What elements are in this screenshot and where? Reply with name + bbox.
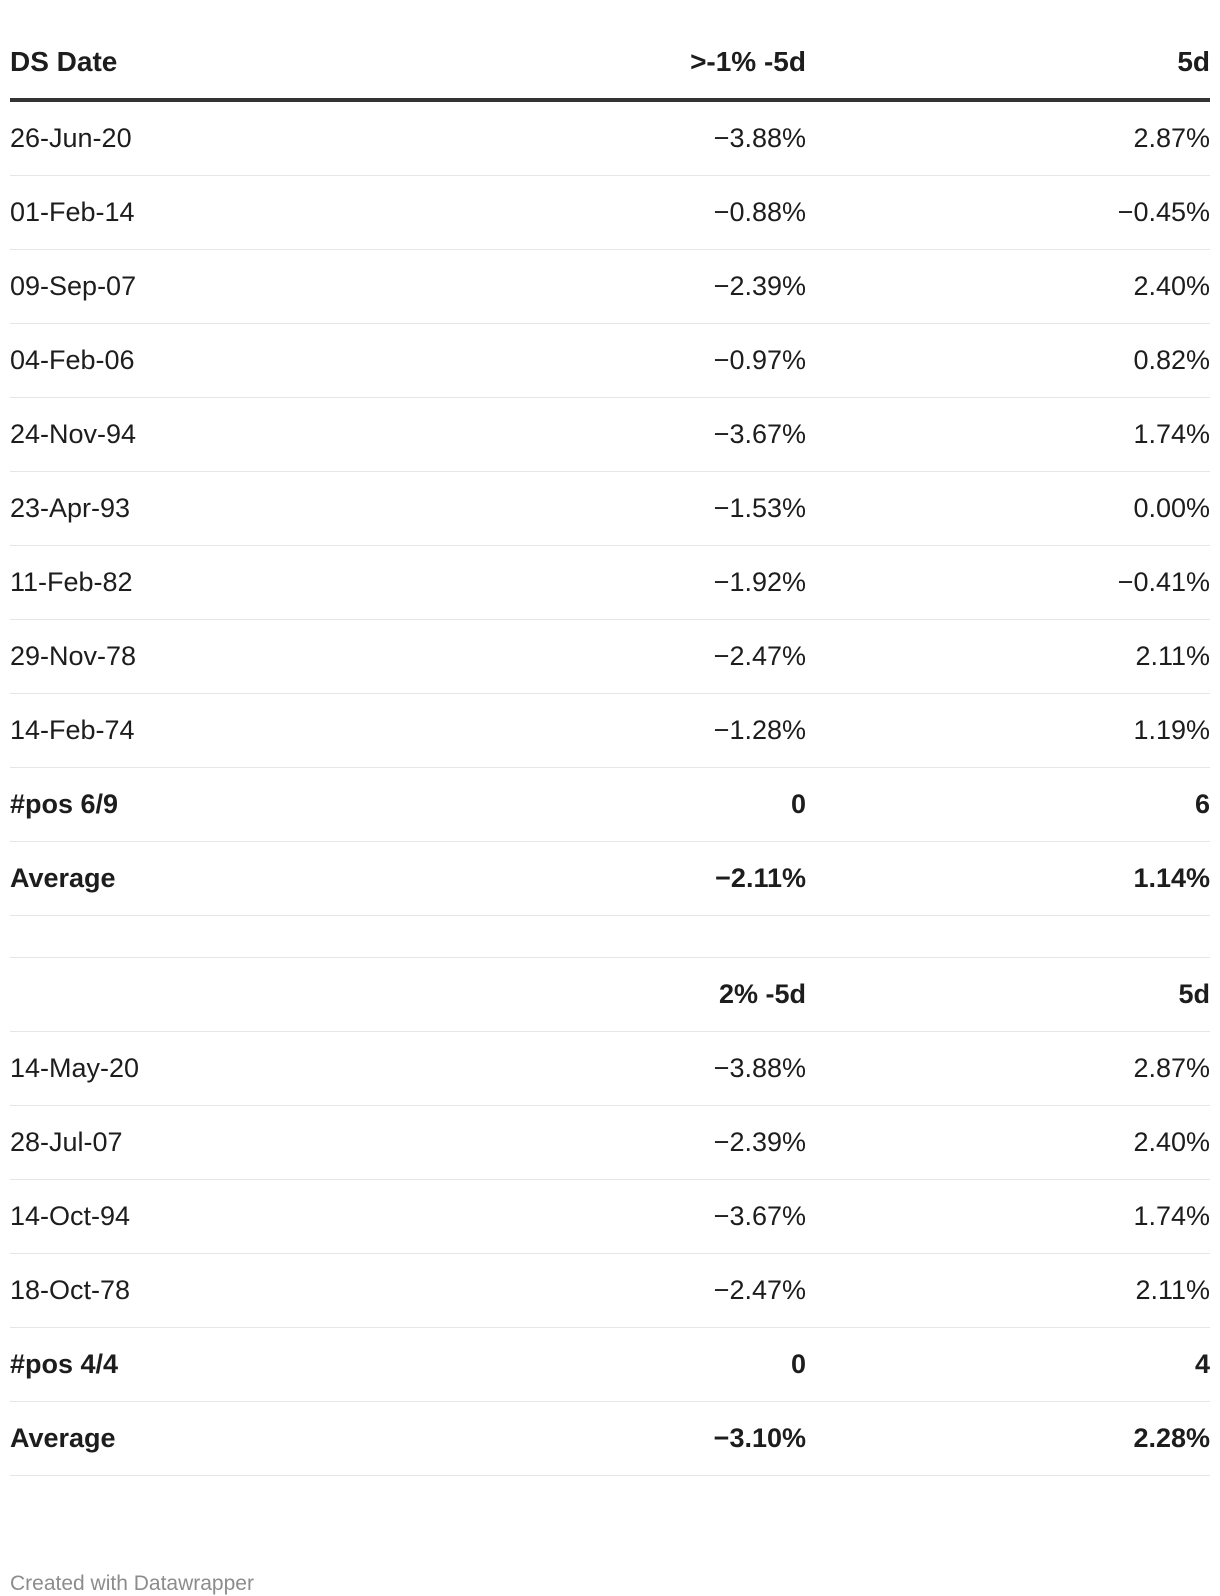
cell-5d: 1.14% — [806, 841, 1210, 916]
summary-row: #pos 4/4 0 4 — [10, 1327, 1210, 1402]
table-header: DS Date >-1% -5d 5d — [10, 26, 1210, 102]
table-body: 26-Jun-20 −3.88% 2.87% 01-Feb-14 −0.88% −0.45… — [10, 100, 1210, 1476]
summary-row: Average −3.10% 2.28% — [10, 1401, 1210, 1476]
cell-date: 11-Feb-82 — [10, 545, 550, 620]
table-row: 14-May-20 −3.88% 2.87% — [10, 1031, 1210, 1106]
cell-5d: 2.11% — [806, 619, 1210, 694]
cell-5d: 0.82% — [806, 323, 1210, 398]
cell-date: 14-Oct-94 — [10, 1179, 550, 1254]
cell-5d: −0.45% — [806, 175, 1210, 250]
cell-5d: 2.28% — [806, 1401, 1210, 1476]
cell-pre5d: −1.28% — [550, 693, 806, 768]
table-row: 11-Feb-82 −1.92% −0.41% — [10, 545, 1210, 620]
cell-5d: 1.19% — [806, 693, 1210, 768]
cell-date: 09-Sep-07 — [10, 249, 550, 324]
column-header-date[interactable]: DS Date — [10, 26, 550, 102]
column-header-pre5d[interactable]: >-1% -5d — [550, 26, 806, 102]
cell-pre5d: −3.88% — [550, 100, 806, 176]
section-spacer — [10, 915, 1210, 958]
cell-pre5d: −0.97% — [550, 323, 806, 398]
table-row: 09-Sep-07 −2.39% 2.40% — [10, 249, 1210, 324]
cell-pre5d: −3.67% — [550, 397, 806, 472]
cell-5d: −0.41% — [806, 545, 1210, 620]
cell-5d: 4 — [806, 1327, 1210, 1402]
cell-date: 23-Apr-93 — [10, 471, 550, 546]
table-row: 04-Feb-06 −0.97% 0.82% — [10, 323, 1210, 398]
cell-pre5d: −3.67% — [550, 1179, 806, 1254]
cell-pre5d: −2.39% — [550, 1105, 806, 1180]
summary-row: Average −2.11% 1.14% — [10, 841, 1210, 916]
cell-5d: 2.40% — [806, 249, 1210, 324]
cell-date: 01-Feb-14 — [10, 175, 550, 250]
cell-5d: 0.00% — [806, 471, 1210, 546]
footer-credit: Created with Datawrapper — [10, 1572, 254, 1595]
table-row: 23-Apr-93 −1.53% 0.00% — [10, 471, 1210, 546]
data-table: DS Date >-1% -5d 5d 26-Jun-20 −3.88% 2.87%… — [10, 26, 1210, 1476]
cell-pre5d: 0 — [550, 767, 806, 842]
table-row: 01-Feb-14 −0.88% −0.45% — [10, 175, 1210, 250]
cell-pre5d: 2% -5d — [550, 957, 806, 1032]
summary-row: #pos 6/9 0 6 — [10, 767, 1210, 842]
cell-date: 24-Nov-94 — [10, 397, 550, 472]
cell-5d: 1.74% — [806, 397, 1210, 472]
cell-date: 18-Oct-78 — [10, 1253, 550, 1328]
cell-date: 29-Nov-78 — [10, 619, 550, 694]
cell-5d: 2.87% — [806, 100, 1210, 176]
cell-pre5d: −1.53% — [550, 471, 806, 546]
table-row: 26-Jun-20 −3.88% 2.87% — [10, 100, 1210, 176]
cell-5d: 2.11% — [806, 1253, 1210, 1328]
cell-pre5d: −2.39% — [550, 249, 806, 324]
cell-pre5d: −1.92% — [550, 545, 806, 620]
cell-pre5d: −3.10% — [550, 1401, 806, 1476]
cell-pre5d: 0 — [550, 1327, 806, 1402]
table-row: 24-Nov-94 −3.67% 1.74% — [10, 397, 1210, 472]
cell-5d: 2.40% — [806, 1105, 1210, 1180]
cell-date: Average — [10, 841, 550, 916]
cell-date — [10, 957, 550, 1032]
cell-date: #pos 4/4 — [10, 1327, 550, 1402]
cell-date: 14-May-20 — [10, 1031, 550, 1106]
cell-5d: 5d — [806, 957, 1210, 1032]
spacer-cell — [10, 915, 1210, 958]
cell-pre5d: −2.11% — [550, 841, 806, 916]
column-header-5d[interactable]: 5d — [806, 26, 1210, 102]
cell-pre5d: −2.47% — [550, 619, 806, 694]
table-row: 14-Oct-94 −3.67% 1.74% — [10, 1179, 1210, 1254]
cell-pre5d: −2.47% — [550, 1253, 806, 1328]
table-row: 28-Jul-07 −2.39% 2.40% — [10, 1105, 1210, 1180]
cell-date: 26-Jun-20 — [10, 100, 550, 176]
table-container: DS Date >-1% -5d 5d 26-Jun-20 −3.88% 2.87%… — [10, 0, 1210, 1596]
table-row: 29-Nov-78 −2.47% 2.11% — [10, 619, 1210, 694]
cell-date: #pos 6/9 — [10, 767, 550, 842]
section-header-row: 2% -5d 5d — [10, 957, 1210, 1032]
cell-5d: 2.87% — [806, 1031, 1210, 1106]
cell-date: 04-Feb-06 — [10, 323, 550, 398]
cell-date: Average — [10, 1401, 550, 1476]
cell-date: 28-Jul-07 — [10, 1105, 550, 1180]
cell-5d: 6 — [806, 767, 1210, 842]
cell-5d: 1.74% — [806, 1179, 1210, 1254]
cell-date: 14-Feb-74 — [10, 693, 550, 768]
cell-pre5d: −3.88% — [550, 1031, 806, 1106]
header-row: DS Date >-1% -5d 5d — [10, 26, 1210, 102]
table-row: 18-Oct-78 −2.47% 2.11% — [10, 1253, 1210, 1328]
table-row: 14-Feb-74 −1.28% 1.19% — [10, 693, 1210, 768]
cell-pre5d: −0.88% — [550, 175, 806, 250]
